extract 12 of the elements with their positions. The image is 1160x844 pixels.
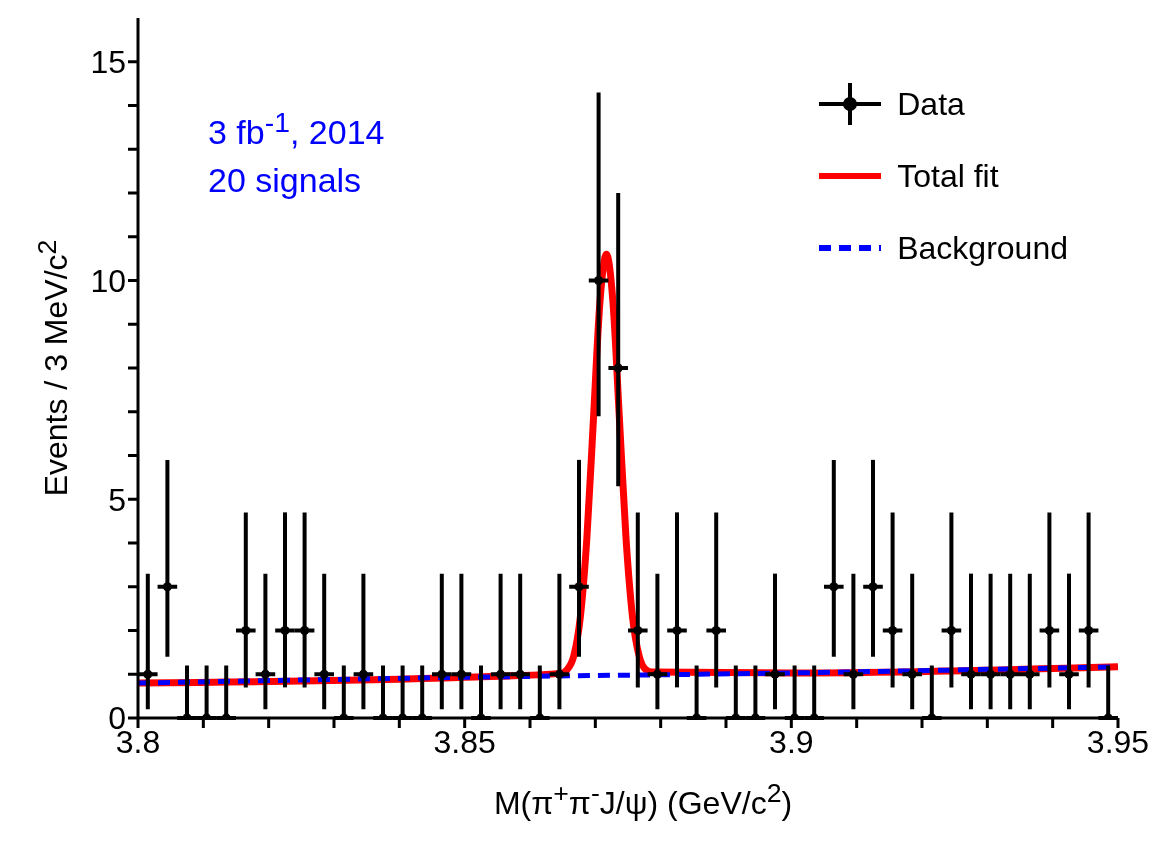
annotation: 20 signals [208,161,362,200]
y-tick-label: 10 [90,262,126,299]
y-tick-label: 5 [108,481,126,518]
legend-label: Background [897,229,1068,267]
x-tick-label: 3.95 [1086,723,1150,760]
y-tick-label: 15 [90,44,126,81]
x-axis-title: M(π$^{+}$π$^{-}$J/ψ) (GeV/c$^{2}$) [493,778,793,821]
annotation: 3 fb$^{-1}$, 2014 [208,106,385,152]
x-tick-label: 3.85 [433,723,496,760]
x-tick-label: 3.9 [769,723,814,760]
legend-label: Data [897,85,965,123]
legend-label: Total fit [897,157,999,195]
